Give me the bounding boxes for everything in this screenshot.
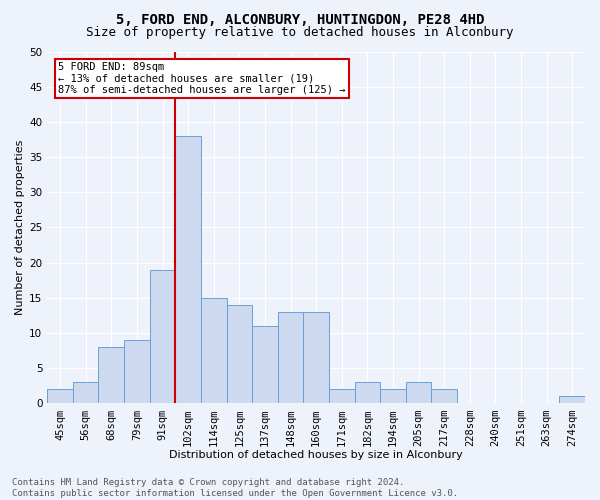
- Bar: [252, 326, 278, 404]
- Bar: [98, 347, 124, 404]
- Text: Size of property relative to detached houses in Alconbury: Size of property relative to detached ho…: [86, 26, 514, 39]
- X-axis label: Distribution of detached houses by size in Alconbury: Distribution of detached houses by size …: [169, 450, 463, 460]
- Bar: [431, 390, 457, 404]
- Text: Contains HM Land Registry data © Crown copyright and database right 2024.
Contai: Contains HM Land Registry data © Crown c…: [12, 478, 458, 498]
- Bar: [559, 396, 585, 404]
- Bar: [47, 390, 73, 404]
- Bar: [73, 382, 98, 404]
- Bar: [406, 382, 431, 404]
- Bar: [278, 312, 304, 404]
- Bar: [201, 298, 227, 404]
- Bar: [355, 382, 380, 404]
- Bar: [380, 390, 406, 404]
- Bar: [227, 305, 252, 404]
- Y-axis label: Number of detached properties: Number of detached properties: [15, 140, 25, 315]
- Bar: [150, 270, 175, 404]
- Bar: [329, 390, 355, 404]
- Text: 5 FORD END: 89sqm
← 13% of detached houses are smaller (19)
87% of semi-detached: 5 FORD END: 89sqm ← 13% of detached hous…: [58, 62, 346, 96]
- Bar: [124, 340, 150, 404]
- Bar: [304, 312, 329, 404]
- Text: 5, FORD END, ALCONBURY, HUNTINGDON, PE28 4HD: 5, FORD END, ALCONBURY, HUNTINGDON, PE28…: [116, 12, 484, 26]
- Bar: [175, 136, 201, 404]
